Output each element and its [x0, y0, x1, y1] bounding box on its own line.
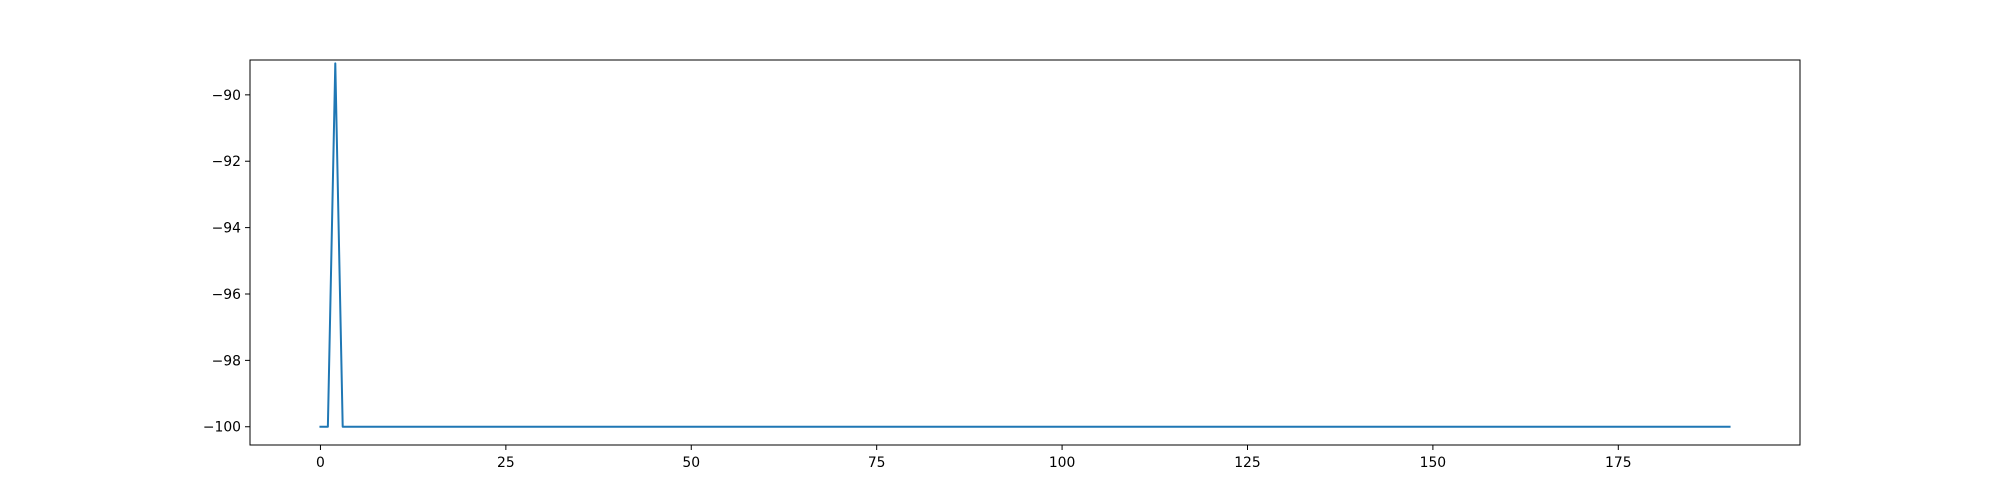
x-tick-label: 125 — [1234, 455, 1261, 471]
axes-frame — [249, 59, 1801, 446]
x-tick-label: 50 — [682, 455, 700, 471]
series-line — [319, 62, 1731, 428]
y-tick-label: −94 — [212, 221, 241, 237]
x-tick-label: 175 — [1605, 455, 1632, 471]
x-tick-label: 0 — [316, 455, 325, 471]
x-tick-label: 75 — [868, 455, 886, 471]
y-tick-label: −92 — [212, 154, 241, 170]
x-axis: 0 25 50 75 100 125 150 175 — [316, 445, 1632, 471]
x-tick-label: 100 — [1049, 455, 1076, 471]
x-tick-label: 150 — [1420, 455, 1447, 471]
y-tick-label: −100 — [203, 420, 241, 436]
y-axis: −90 −92 −94 −96 −98 −100 — [203, 88, 250, 436]
y-tick-label: −96 — [212, 287, 241, 303]
y-tick-label: −90 — [212, 88, 241, 104]
plot-area — [319, 62, 1731, 428]
y-tick-label: −98 — [212, 353, 241, 369]
x-tick-label: 25 — [497, 455, 515, 471]
